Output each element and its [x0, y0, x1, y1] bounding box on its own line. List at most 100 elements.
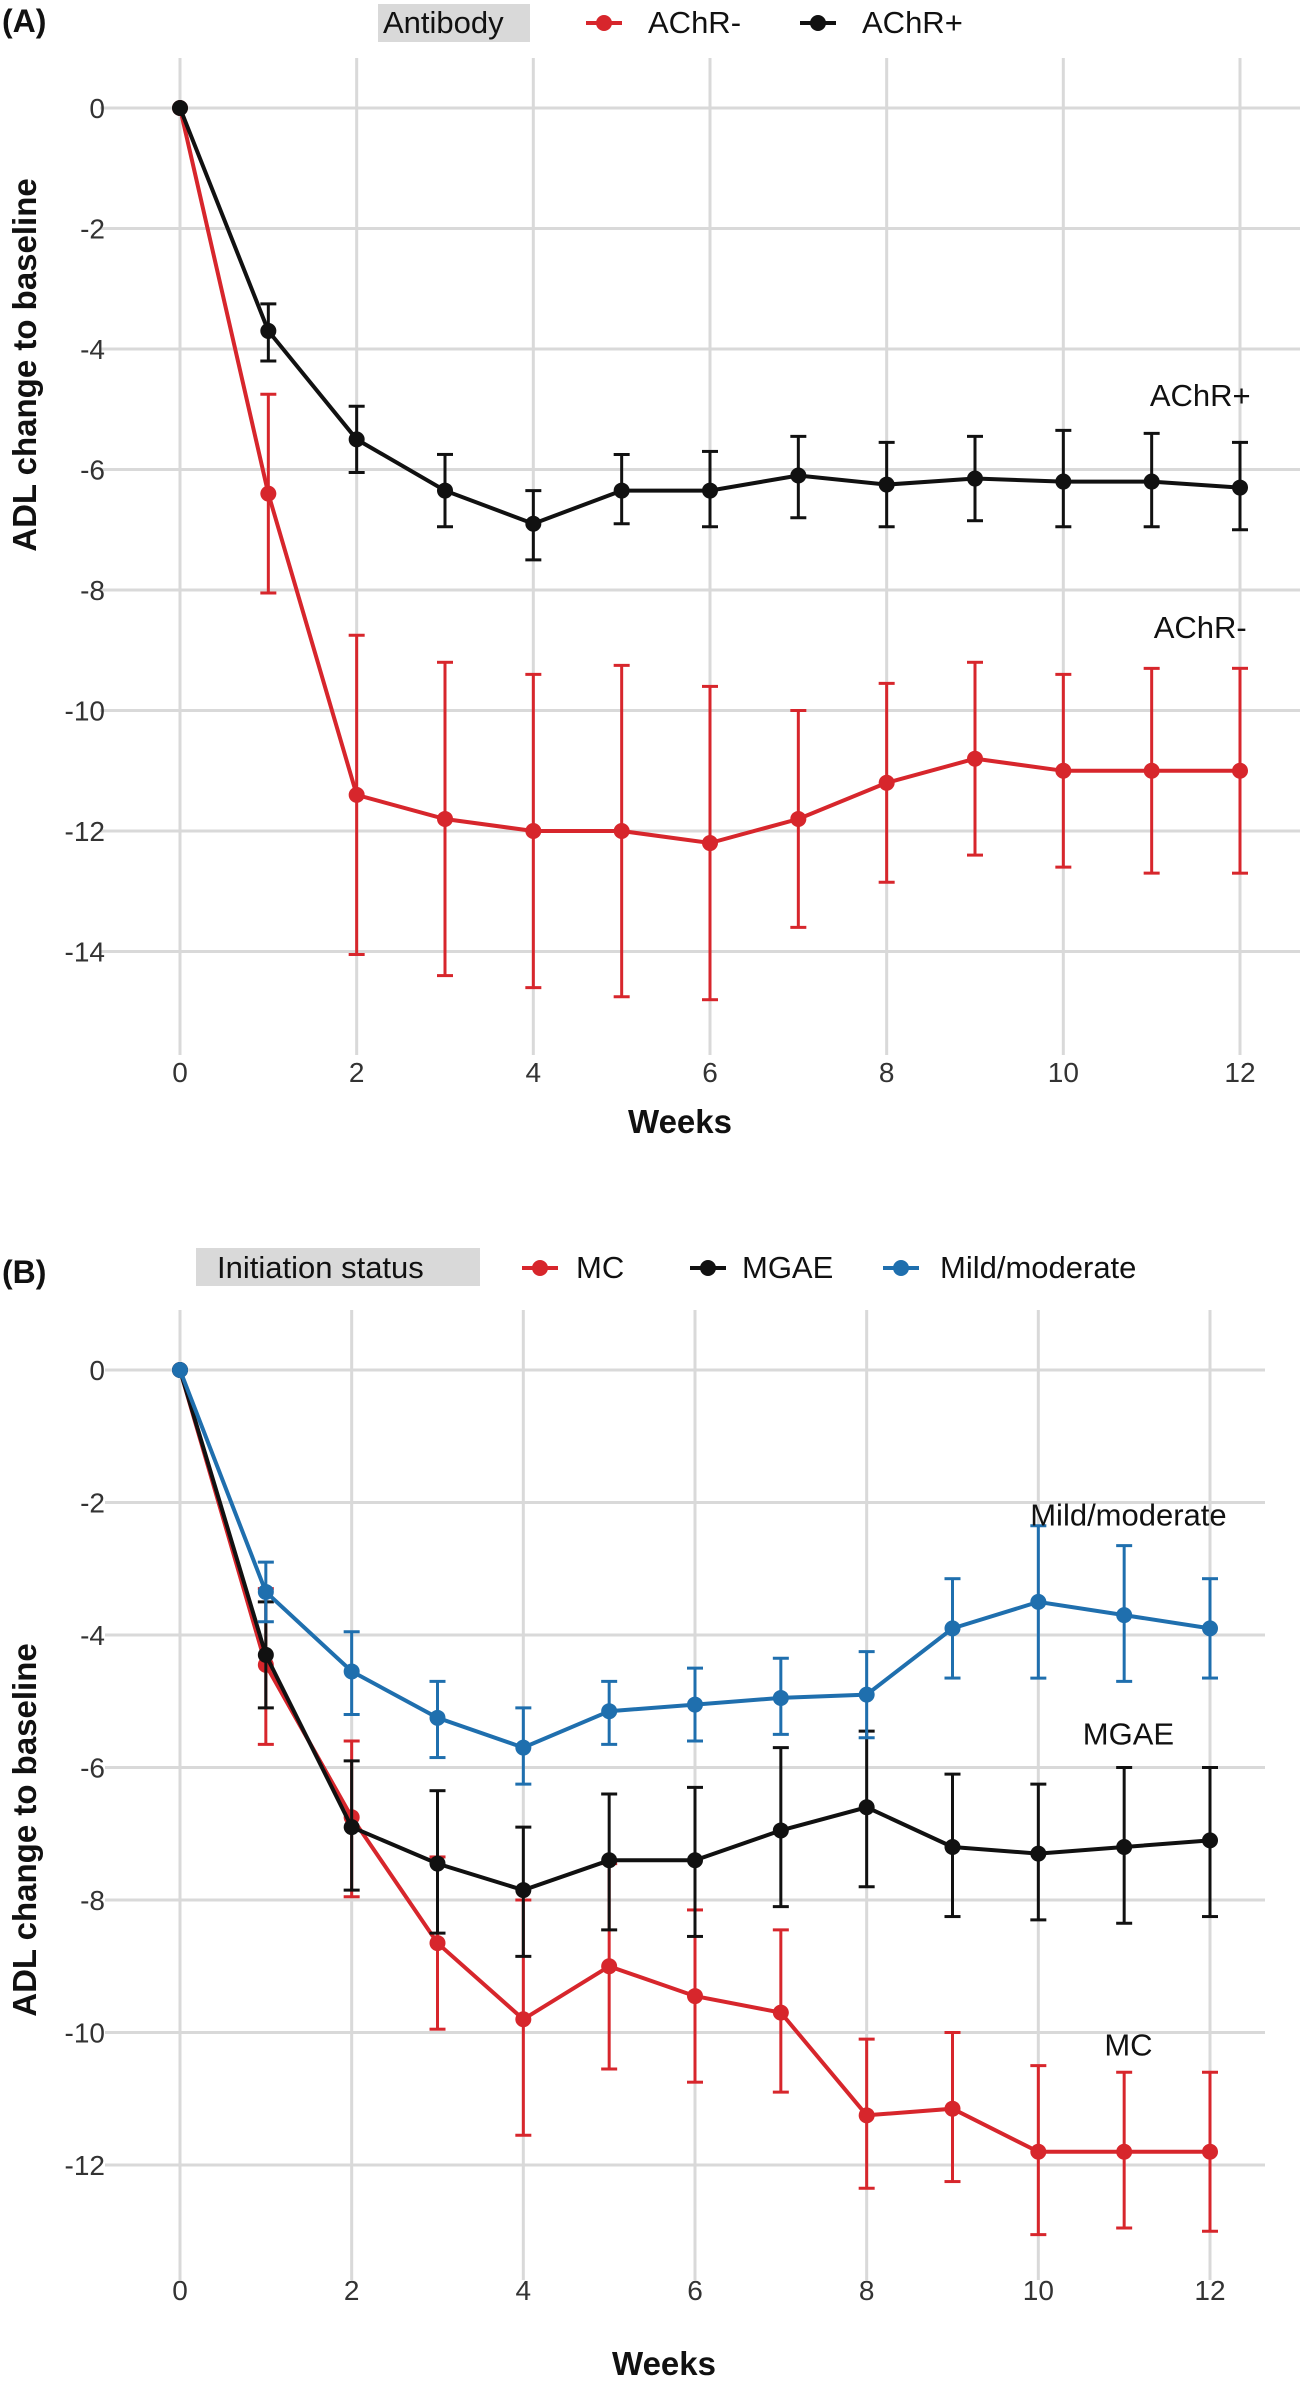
- y-tick-label: -4: [80, 1620, 105, 1651]
- x-tick-label: 10: [1023, 2275, 1054, 2306]
- legend-entry: MGAE: [742, 1250, 833, 1285]
- x-tick-label: 0: [172, 1057, 188, 1088]
- data-point: [525, 515, 542, 532]
- data-point: [687, 1852, 703, 1869]
- legend-entry: Mild/moderate: [940, 1250, 1136, 1285]
- x-tick-label: 10: [1048, 1057, 1079, 1088]
- data-point: [944, 1839, 961, 1855]
- data-point: [437, 810, 453, 827]
- legend-entry: AChR-: [648, 5, 741, 40]
- x-tick-label: 4: [526, 1057, 542, 1088]
- y-tick-label: 0: [89, 1355, 105, 1386]
- y-tick-label: 0: [89, 93, 105, 124]
- data-point: [613, 482, 630, 499]
- data-point: [1202, 1832, 1218, 1849]
- series-annotation: MGAE: [1083, 1716, 1174, 1751]
- y-tick-label: -12: [65, 2150, 105, 2181]
- data-point: [772, 1822, 789, 1839]
- data-point: [1232, 479, 1248, 496]
- x-tick-label: 0: [172, 2275, 188, 2306]
- data-point: [790, 810, 807, 827]
- tick-labels: 0 -2 -4 -6 -8 -10 -12 0 2 4 6 8 10 12: [65, 1355, 1226, 2306]
- data-point: [702, 482, 718, 499]
- y-tick-label: -6: [80, 1753, 105, 1784]
- grid-lines: [105, 1310, 1265, 2280]
- data-point: [772, 1689, 789, 1706]
- data-point: [437, 482, 453, 499]
- data-point: [702, 835, 718, 852]
- data-point: [790, 467, 807, 484]
- data-point: [601, 1958, 618, 1975]
- data-point: [343, 1663, 360, 1680]
- y-tick-label: -10: [65, 2018, 105, 2049]
- x-tick-label: 4: [516, 2275, 532, 2306]
- grid-lines: [100, 58, 1300, 1055]
- data-point: [858, 1799, 875, 1816]
- data-point: [687, 1696, 703, 1713]
- legend-swatch-marker: [893, 1260, 909, 1276]
- legend-title-box: [196, 1248, 480, 1286]
- series-annotation: Mild/moderate: [1030, 1498, 1226, 1533]
- data-point: [1030, 1845, 1047, 1862]
- x-tick-label: 2: [349, 1057, 365, 1088]
- y-tick-label: -2: [80, 214, 105, 245]
- data-point: [1116, 2143, 1133, 2160]
- legend-title: Initiation status: [217, 1250, 424, 1285]
- data-point: [260, 322, 277, 339]
- data-point: [348, 431, 365, 448]
- data-point: [1055, 762, 1072, 779]
- data-point: [515, 2011, 532, 2028]
- data-point: [1030, 2143, 1047, 2160]
- data-point: [1030, 1593, 1047, 1610]
- series-achr-: [172, 100, 1248, 562]
- y-tick-label: -6: [80, 455, 105, 486]
- x-tick-label: 8: [879, 1057, 895, 1088]
- x-tick-label: 12: [1194, 2275, 1225, 2306]
- y-tick-label: -12: [65, 816, 105, 847]
- data-point: [878, 774, 895, 791]
- x-tick-label: 12: [1224, 1057, 1255, 1088]
- data-point: [687, 1988, 703, 2005]
- series-mild-moderate: [172, 1362, 1218, 1786]
- data-point: [348, 786, 365, 803]
- legend-swatch-marker: [810, 15, 826, 31]
- y-axis-label: ADL change to baseline: [6, 178, 43, 551]
- legend-title: Antibody: [383, 5, 504, 40]
- data-point: [515, 1882, 532, 1899]
- legend: Initiation status MC MGAE Mild/moderate: [196, 1248, 1136, 1286]
- y-tick-label: -14: [65, 937, 105, 968]
- x-tick-label: 8: [859, 2275, 875, 2306]
- data-point: [944, 1620, 961, 1637]
- series-annotation: AChR+: [1150, 378, 1251, 413]
- data-point: [1202, 2143, 1218, 2160]
- legend-title-box: [378, 4, 530, 42]
- y-tick-label: -8: [80, 575, 105, 606]
- panel-label: (B): [2, 1254, 46, 1290]
- data-point: [858, 1686, 875, 1703]
- data-point: [429, 1709, 446, 1726]
- data-point: [172, 100, 188, 116]
- data-point: [944, 2100, 961, 2117]
- chart-panel-a: (A) Antibody AChR- AChR+0-2-4-6-8-10-12-140…: [2, 3, 1300, 1140]
- data-point: [257, 1646, 274, 1663]
- x-tick-label: 2: [344, 2275, 360, 2306]
- data-point: [1202, 1620, 1218, 1637]
- data-point: [429, 1855, 446, 1872]
- chart-panel-b: (B) Initiation status MC MGAE Mild/moderate 0…: [2, 1248, 1265, 2382]
- y-tick-label: -10: [65, 696, 105, 727]
- legend-entry: AChR+: [862, 5, 963, 40]
- data-point: [613, 823, 630, 839]
- data-point: [967, 750, 983, 767]
- data-point: [172, 1362, 188, 1378]
- data-point: [601, 1703, 618, 1720]
- data-point: [525, 823, 542, 839]
- data-point: [858, 2107, 875, 2124]
- x-axis-label: Weeks: [628, 1103, 732, 1140]
- y-axis-label: ADL change to baseline: [6, 1643, 43, 2016]
- data-point: [1116, 1607, 1133, 1624]
- data-point: [1143, 762, 1160, 779]
- x-tick-label: 6: [687, 2275, 703, 2306]
- series-annotation: MC: [1104, 2028, 1152, 2063]
- data-point: [1143, 473, 1160, 490]
